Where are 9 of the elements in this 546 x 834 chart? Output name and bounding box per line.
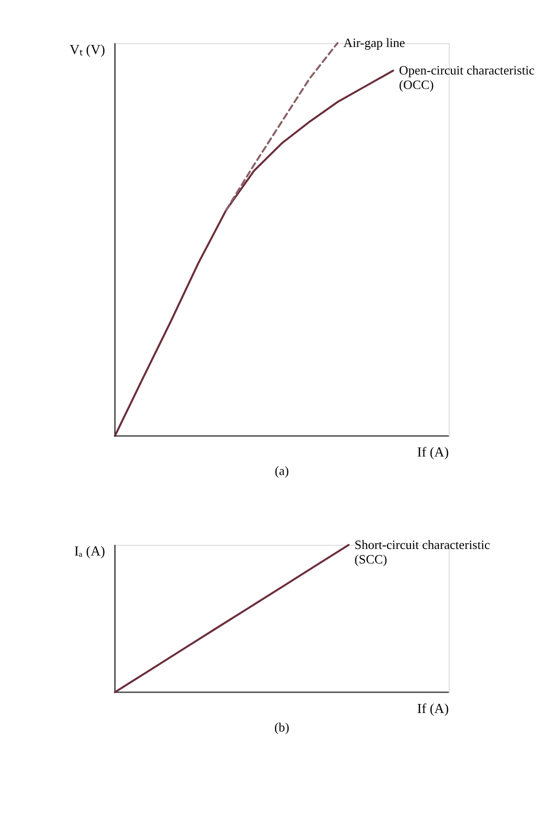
x-axis-title: If (A) — [417, 700, 449, 716]
text: (b) — [274, 720, 290, 734]
y-axis-title: Vₜ (V) — [70, 42, 106, 57]
x-axis-title: If (A) — [417, 444, 449, 460]
annotation: Open-circuit characteristic (OCC) — [399, 64, 535, 92]
text: (a) — [274, 464, 289, 478]
annotation: Air-gap line — [343, 36, 406, 50]
y-axis-title: Iₐ (A) — [74, 544, 106, 559]
annotation: Short-circuit characteristic (SCC) — [354, 538, 490, 567]
